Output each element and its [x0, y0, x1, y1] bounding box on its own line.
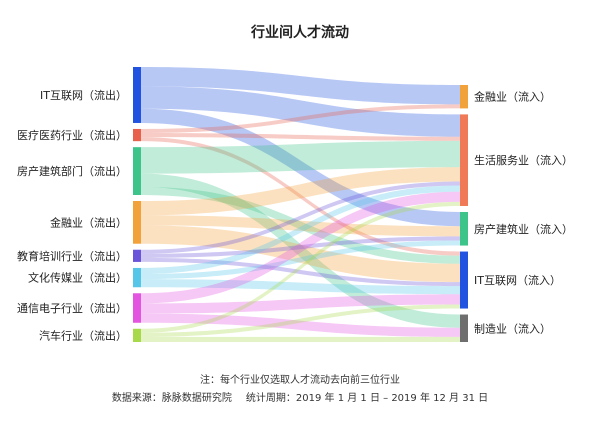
link-教育培训行业流出-to-房产建筑业流入	[141, 236, 460, 258]
target-label-制造业流入: 制造业（流入）	[474, 321, 551, 335]
link-通信电子行业流出-to-IT互联网流入	[141, 294, 460, 314]
flow-links	[141, 67, 460, 342]
link-通信电子行业流出-to-制造业流入	[141, 313, 460, 337]
source-label-房产建筑部门流出: 房产建筑部门（流出）	[17, 164, 127, 178]
source-label-汽车行业流出: 汽车行业（流出）	[39, 328, 127, 342]
sankey-chart: IT互联网（流出） 医疗医药行业（流出） 房产建筑部门（流出） 金融业（流出） 教育培训…	[17, 67, 573, 342]
source-node-金融业流出	[133, 200, 141, 244]
link-文化传媒业流出-to-房产建筑业流入	[141, 240, 460, 280]
nodes: IT互联网（流出） 医疗医药行业（流出） 房产建筑部门（流出） 金融业（流出） 教育培训…	[17, 67, 573, 342]
link-教育培训行业流出-to-生活服务业流入	[141, 181, 460, 254]
link-汽车行业流出-to-IT互联网流入	[141, 304, 460, 337]
link-文化传媒业流出-to-IT互联网流入	[141, 279, 460, 295]
target-node-金融业流入	[460, 85, 468, 109]
source-line: 数据来源：脉脉数据研究院 统计周期：2019 年 1 月 1 日 – 2019 年…	[0, 389, 600, 404]
target-label-生活服务业流入: 生活服务业（流入）	[474, 153, 573, 167]
stat-period: 统计周期：2019 年 1 月 1 日 – 2019 年 12 月 31 日	[245, 393, 489, 404]
source-node-医疗医药行业流出	[133, 128, 141, 142]
data-source: 数据来源：脉脉数据研究院	[111, 393, 232, 404]
link-文化传媒业流出-to-生活服务业流入	[141, 185, 460, 275]
link-房产建筑部门流出-to-制造业流入	[141, 173, 460, 328]
source-label-IT互联网流出: IT互联网（流出）	[40, 88, 127, 102]
source-node-教育培训行业流出	[133, 249, 141, 262]
source-label-通信电子行业流出: 通信电子行业（流出）	[17, 301, 127, 315]
link-汽车行业流出-to-制造业流入	[141, 336, 460, 342]
target-node-房产建筑业流入	[460, 211, 468, 246]
link-房产建筑部门流出-to-IT互联网流入	[141, 186, 460, 264]
target-label-金融业流入: 金融业（流入）	[474, 90, 551, 104]
source-label-文化传媒业流出: 文化传媒业（流出）	[28, 271, 127, 285]
source-node-通信电子行业流出	[133, 293, 141, 323]
link-医疗医药行业流出-to-IT互联网流入	[141, 137, 460, 256]
link-IT互联网流出-to-金融业流入	[141, 67, 460, 105]
link-医疗医药行业流出-to-金融业流入	[141, 104, 460, 134]
source-label-金融业流出: 金融业（流出）	[50, 215, 127, 229]
source-node-IT互联网流出	[133, 67, 141, 123]
source-node-汽车行业流出	[133, 328, 141, 342]
link-教育培训行业流出-to-IT互联网流入	[141, 257, 460, 287]
link-金融业流出-to-IT互联网流入	[141, 225, 460, 283]
link-金融业流出-to-房产建筑业流入	[141, 215, 460, 237]
footnote: 注：每个行业仅选取人才流动去向前三位行业	[200, 375, 400, 386]
source-label-医疗医药行业流出: 医疗医药行业（流出）	[17, 128, 127, 142]
target-node-制造业流入	[460, 314, 468, 342]
chart-title: 行业间人才流动	[251, 25, 349, 41]
source-node-文化传媒业流出	[133, 267, 141, 288]
link-金融业流出-to-生活服务业流入	[141, 167, 460, 216]
target-label-房产建筑业流入: 房产建筑业（流入）	[474, 222, 573, 236]
link-房产建筑部门流出-to-生活服务业流入	[141, 140, 460, 174]
target-label-IT互联网流入: IT互联网（流入）	[474, 273, 561, 287]
link-医疗医药行业流出-to-生活服务业流入	[141, 133, 460, 141]
target-node-生活服务业流入	[460, 114, 468, 206]
source-node-房产建筑部门流出	[133, 147, 141, 195]
link-IT互联网流出-to-房产建筑业流入	[141, 108, 460, 227]
link-通信电子行业流出-to-生活服务业流入	[141, 191, 460, 304]
link-IT互联网流出-to-生活服务业流入	[141, 86, 460, 137]
source-label-教育培训行业流出: 教育培训行业（流出）	[17, 249, 127, 263]
link-汽车行业流出-to-生活服务业流入	[141, 201, 460, 333]
target-node-IT互联网流入	[460, 251, 468, 309]
